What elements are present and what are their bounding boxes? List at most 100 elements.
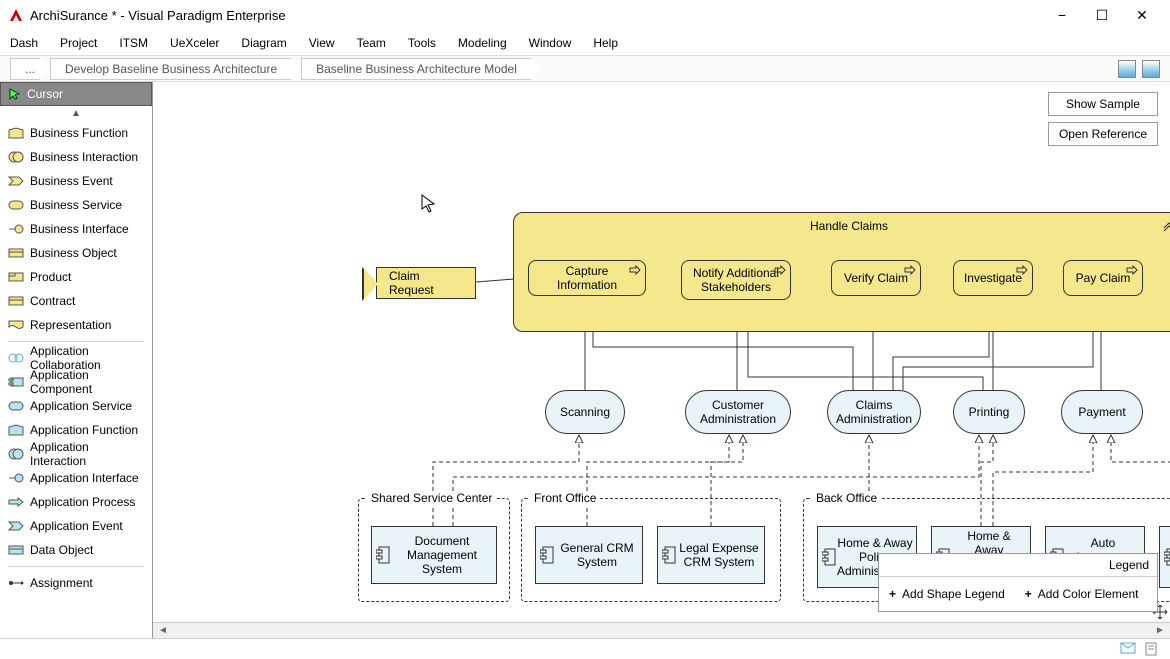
- product-icon: [8, 271, 24, 283]
- representation-icon: [8, 319, 24, 331]
- palette-application-service[interactable]: Application Service: [0, 394, 152, 418]
- legend: Legend +Add Shape Legend +Add Color Elem…: [878, 553, 1158, 612]
- legend-title: Legend: [879, 554, 1157, 577]
- component-c3[interactable]: Legal Expense CRM System: [657, 526, 765, 584]
- palette-application-interface[interactable]: Application Interface: [0, 466, 152, 490]
- palette-assignment[interactable]: Assignment: [0, 571, 152, 595]
- palette-application-collaboration[interactable]: Application Collaboration: [0, 346, 152, 370]
- menu-diagram[interactable]: Diagram: [241, 36, 286, 50]
- palette-application-component[interactable]: Application Component: [0, 370, 152, 394]
- business-event-icon: [8, 175, 24, 187]
- window-title: ArchiSurance * - Visual Paradigm Enterpr…: [30, 8, 1042, 23]
- breadcrumb-tool-1[interactable]: [1118, 60, 1136, 78]
- palette-business-interface[interactable]: Business Interface: [0, 217, 152, 241]
- scroll-left-icon[interactable]: ◄: [157, 625, 169, 637]
- palette-business-object[interactable]: Business Object: [0, 241, 152, 265]
- palette-business-event[interactable]: Business Event: [0, 169, 152, 193]
- menu-project[interactable]: Project: [60, 36, 97, 50]
- palette-representation[interactable]: Representation: [0, 313, 152, 337]
- process-p5[interactable]: Pay Claim: [1063, 260, 1143, 296]
- application-collaboration-icon: [8, 352, 24, 364]
- menu-tools[interactable]: Tools: [408, 36, 436, 50]
- menu-modeling[interactable]: Modeling: [458, 36, 507, 50]
- data-object-icon: [8, 544, 24, 556]
- process-p3[interactable]: Verify Claim: [831, 260, 921, 296]
- palette-data-object[interactable]: Data Object: [0, 538, 152, 562]
- business-object-icon: [8, 247, 24, 259]
- palette-application-interaction[interactable]: Application Interaction: [0, 442, 152, 466]
- service-s2[interactable]: Customer Administration: [685, 390, 791, 434]
- palette-collapse[interactable]: ▲: [0, 106, 152, 121]
- breadcrumb-2[interactable]: Baseline Business Architecture Model: [301, 58, 531, 80]
- palette-application-function[interactable]: Application Function: [0, 418, 152, 442]
- business-interface-icon: [8, 223, 24, 235]
- minimize-button[interactable]: −: [1042, 1, 1082, 29]
- status-mail-icon[interactable]: [1120, 642, 1136, 656]
- palette-application-event[interactable]: Application Event: [0, 514, 152, 538]
- claim-request-event[interactable]: Claim Request: [376, 267, 476, 299]
- close-button[interactable]: ✕: [1122, 1, 1162, 29]
- palette-separator-1: [8, 341, 144, 342]
- menubar: Dash Project ITSM UeXceler Diagram View …: [0, 30, 1170, 56]
- component-icon: [662, 546, 676, 564]
- diagram-canvas[interactable]: Show Sample Open Reference: [153, 82, 1170, 622]
- contract-icon: [8, 295, 24, 307]
- palette-separator-2: [8, 566, 144, 567]
- breadcrumb-root[interactable]: ...: [10, 58, 40, 80]
- component-c2[interactable]: General CRM System: [535, 526, 643, 584]
- service-s1[interactable]: Scanning: [545, 390, 625, 434]
- service-s5[interactable]: Payment: [1061, 390, 1143, 434]
- show-sample-button[interactable]: Show Sample: [1048, 92, 1158, 116]
- service-s3[interactable]: Claims Administration: [827, 390, 921, 434]
- palette-business-interaction[interactable]: Business Interaction: [0, 145, 152, 169]
- cursor-icon: [9, 88, 21, 100]
- application-process-icon: [8, 496, 24, 508]
- menu-help[interactable]: Help: [593, 36, 618, 50]
- palette: Cursor ▲ Business FunctionBusiness Inter…: [0, 82, 153, 638]
- arrow-icon: [1016, 265, 1028, 275]
- component-c1[interactable]: Document Management System: [371, 526, 497, 584]
- menu-dash[interactable]: Dash: [10, 36, 38, 50]
- palette-application-process[interactable]: Application Process: [0, 490, 152, 514]
- application-interface-icon: [8, 472, 24, 484]
- menu-window[interactable]: Window: [529, 36, 572, 50]
- breadcrumb-bar: ... Develop Baseline Business Architectu…: [0, 56, 1170, 82]
- palette-product[interactable]: Product: [0, 265, 152, 289]
- add-color-element[interactable]: +Add Color Element: [1025, 587, 1139, 601]
- breadcrumb-tool-2[interactable]: [1142, 60, 1160, 78]
- open-reference-button[interactable]: Open Reference: [1048, 122, 1158, 146]
- application-function-icon: [8, 424, 24, 436]
- process-p4[interactable]: Investigate: [953, 260, 1033, 296]
- arrow-icon: [1126, 265, 1138, 275]
- assignment-icon: [8, 577, 24, 589]
- application-event-icon: [8, 520, 24, 532]
- canvas-area: Show Sample Open Reference: [153, 82, 1170, 638]
- mouse-cursor: [421, 194, 437, 214]
- process-p2[interactable]: Notify Additional Stakeholders: [681, 260, 791, 300]
- horizontal-scrollbar[interactable]: ◄ ►: [153, 622, 1170, 638]
- menu-uexceler[interactable]: UeXceler: [170, 36, 219, 50]
- app-icon: [8, 7, 24, 23]
- menu-itsm[interactable]: ITSM: [119, 36, 148, 50]
- arrow-icon: [904, 265, 916, 275]
- add-shape-legend[interactable]: +Add Shape Legend: [889, 587, 1005, 601]
- menu-view[interactable]: View: [309, 36, 335, 50]
- arrow-icon: [774, 265, 786, 275]
- palette-business-function[interactable]: Business Function: [0, 121, 152, 145]
- menu-team[interactable]: Team: [357, 36, 386, 50]
- scroll-right-icon[interactable]: ►: [1154, 625, 1166, 637]
- business-interaction-icon: [8, 151, 24, 163]
- business-function-icon: [8, 127, 24, 139]
- process-p1[interactable]: Capture Information: [528, 260, 646, 296]
- chevron-up-icon: [1162, 219, 1170, 233]
- status-doc-icon[interactable]: [1144, 642, 1160, 656]
- palette-contract[interactable]: Contract: [0, 289, 152, 313]
- application-component-icon: [8, 376, 24, 388]
- component-c7[interactable]: Legal Expense Back-Office System: [1159, 526, 1170, 588]
- palette-business-service[interactable]: Business Service: [0, 193, 152, 217]
- service-s4[interactable]: Printing: [953, 390, 1025, 434]
- breadcrumb-1[interactable]: Develop Baseline Business Architecture: [50, 58, 291, 80]
- maximize-button[interactable]: ☐: [1082, 1, 1122, 29]
- titlebar: ArchiSurance * - Visual Paradigm Enterpr…: [0, 0, 1170, 30]
- palette-cursor[interactable]: Cursor: [0, 82, 152, 106]
